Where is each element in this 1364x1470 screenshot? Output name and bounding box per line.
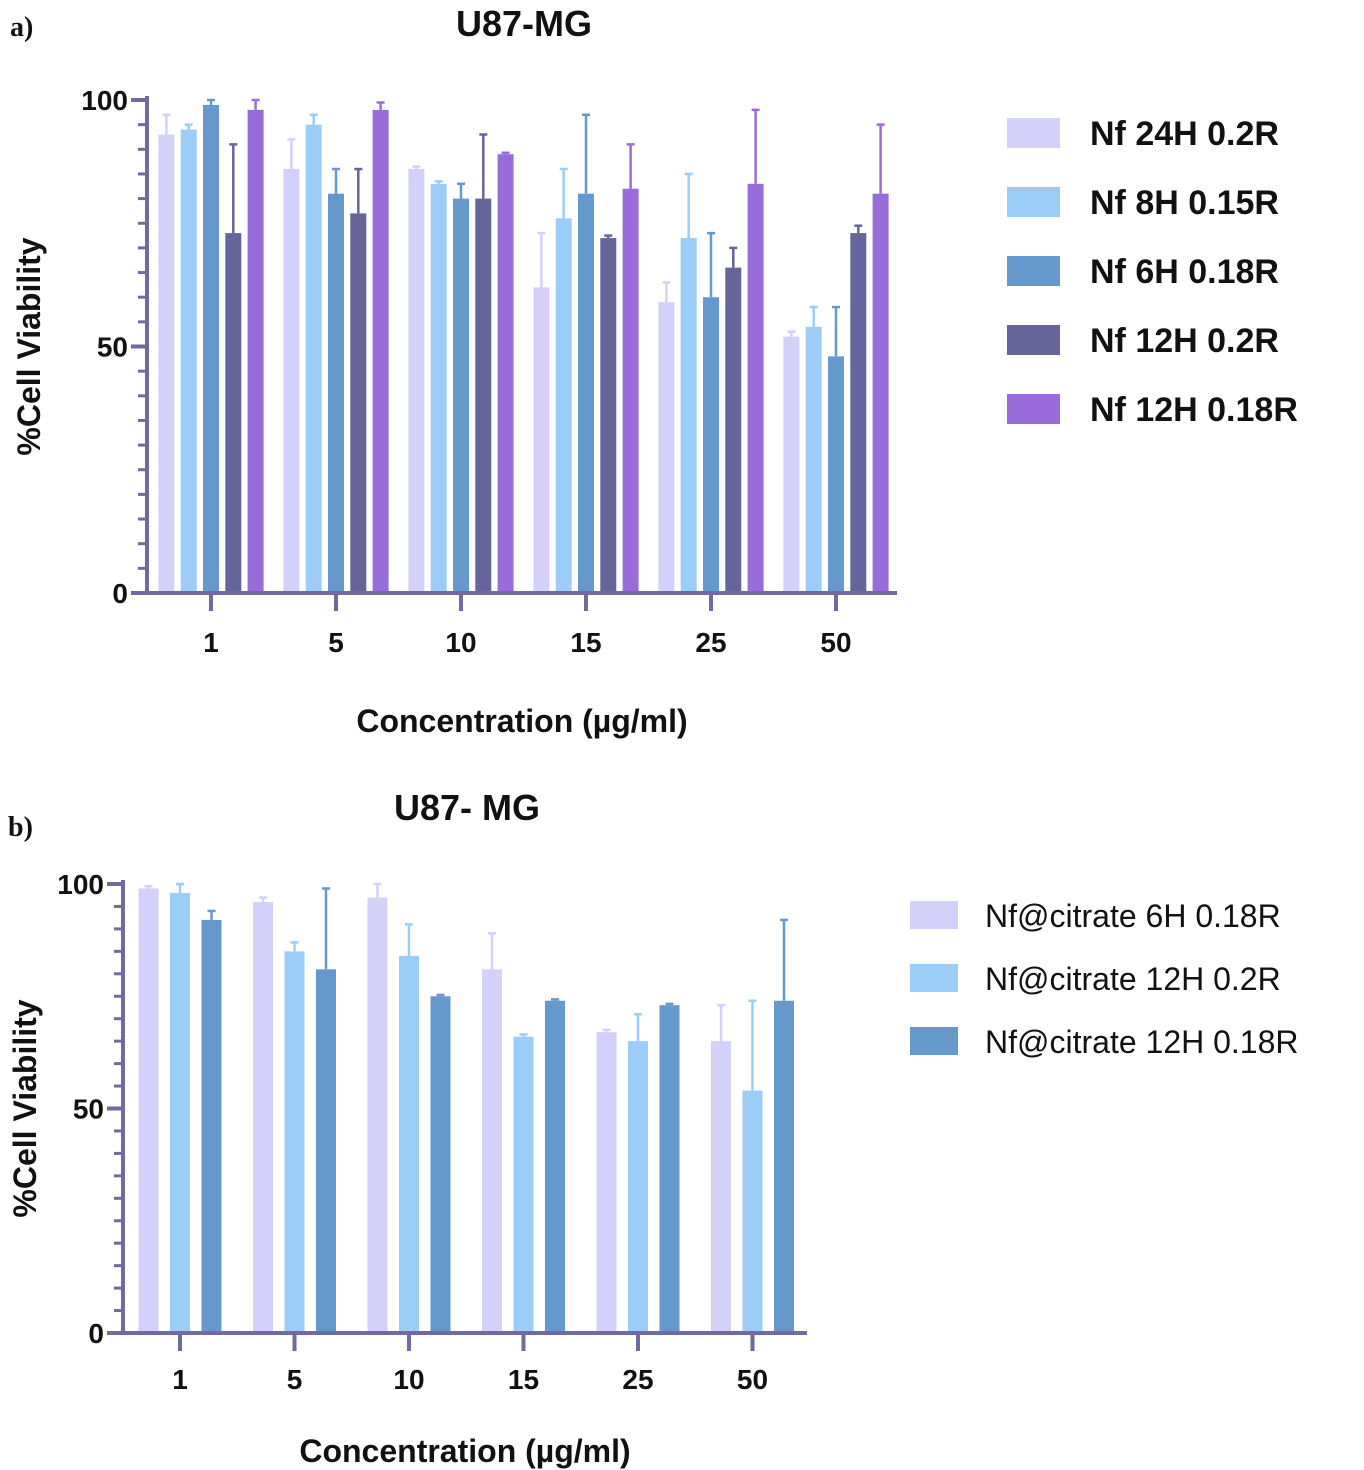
- bar-nf-6h-0-18r-15: [578, 193, 594, 594]
- legend-label: Nf 12H 0.2R: [1090, 322, 1279, 360]
- legend: Nf 24H 0.2R Nf 8H 0.15R Nf 6H 0.18R Nf 12H …: [1007, 115, 1298, 429]
- legend-label: Nf 12H 0.18R: [1090, 391, 1298, 429]
- bar-nf-12h-0-2r-10: [475, 198, 492, 593]
- bar-nf-24h-0-2r-15: [533, 287, 550, 593]
- y-tick-label: 0: [112, 578, 128, 609]
- bar-nf-12h-0-2r-5: [350, 213, 367, 593]
- y-tick-label: 100: [57, 869, 104, 900]
- legend-swatch: [1007, 394, 1060, 424]
- panel-label: a): [10, 12, 33, 43]
- bar-nf-citrate-12h-0-2r-10: [399, 955, 419, 1333]
- legend-swatch: [1007, 325, 1060, 355]
- legend-label: Nf@citrate 12H 0.2R: [985, 961, 1281, 997]
- bar-nf-citrate-12h-0-2r-1: [170, 892, 190, 1333]
- y-tick-label: 50: [97, 332, 128, 363]
- bar-nf-12h-0-2r-50: [850, 233, 867, 594]
- bar-nf-12h-0-2r-1: [225, 233, 242, 594]
- bar-nf-citrate-12h-0-18r-25: [659, 1005, 680, 1333]
- legend-label: Nf 24H 0.2R: [1090, 115, 1279, 153]
- bar-nf-citrate-12h-0-2r-5: [284, 951, 305, 1333]
- x-axis-title: Concentration (µg/ml): [299, 1433, 630, 1469]
- x-tick-label: 25: [622, 1364, 653, 1395]
- bar-nf-citrate-12h-0-2r-15: [513, 1036, 534, 1333]
- bar-nf-12h-0-2r-15: [600, 238, 617, 594]
- bar-nf-6h-0-18r-1: [203, 104, 219, 594]
- bar-nf-12h-0-2r-25: [725, 267, 742, 593]
- bar-nf-8h-0-15r-5: [305, 124, 322, 594]
- bar-nf-citrate-12h-0-18r-10: [430, 996, 451, 1333]
- bar-nf-6h-0-18r-25: [703, 297, 719, 593]
- y-axis-title: %Cell Viability: [11, 237, 47, 455]
- bar-nf-citrate-12h-0-2r-25: [628, 1041, 648, 1333]
- bar-nf-citrate-12h-0-2r-50: [742, 1090, 763, 1333]
- x-tick-label: 5: [328, 627, 344, 658]
- bar-nf-6h-0-18r-5: [328, 193, 344, 594]
- panel-label: b): [8, 812, 33, 843]
- bar-nf-6h-0-18r-10: [453, 198, 469, 593]
- legend-swatch: [1007, 118, 1060, 148]
- bar-nf-24h-0-2r-5: [283, 169, 300, 593]
- bar-nf-8h-0-15r-15: [555, 218, 572, 593]
- x-tick-label: 15: [570, 627, 601, 658]
- x-tick-label: 15: [508, 1364, 539, 1395]
- legend: Nf@citrate 6H 0.18R Nf@citrate 12H 0.2R Nf…: [910, 898, 1299, 1060]
- bar-nf-12h-0-18r-1: [247, 109, 264, 594]
- legend-swatch: [1007, 187, 1060, 217]
- bar-nf-24h-0-2r-1: [158, 134, 175, 593]
- x-tick-label: 1: [203, 627, 219, 658]
- legend-swatch: [910, 964, 958, 992]
- y-tick-label: 0: [88, 1318, 104, 1349]
- bar-nf-8h-0-15r-50: [805, 326, 822, 593]
- bar-nf-citrate-6h-0-18r-10: [367, 897, 388, 1333]
- bar-nf-citrate-12h-0-18r-5: [316, 969, 336, 1333]
- x-axis-title: Concentration (µg/ml): [356, 703, 687, 739]
- y-tick-label: 50: [73, 1094, 104, 1125]
- bar-nf-24h-0-2r-25: [658, 302, 675, 593]
- x-tick-label: 1: [172, 1364, 188, 1395]
- bar-nf-12h-0-18r-5: [372, 109, 389, 594]
- x-tick-label: 10: [445, 627, 476, 658]
- y-tick-label: 100: [81, 85, 128, 116]
- bar-nf-citrate-12h-0-18r-50: [774, 1000, 794, 1333]
- bar-nf-12h-0-18r-50: [872, 193, 889, 594]
- x-tick-label: 5: [287, 1364, 303, 1395]
- legend-swatch: [1007, 256, 1060, 286]
- legend-label: Nf@citrate 6H 0.18R: [985, 898, 1281, 934]
- bar-nf-citrate-12h-0-18r-1: [201, 919, 222, 1333]
- bar-nf-12h-0-18r-10: [497, 154, 514, 594]
- bar-nf-citrate-12h-0-18r-15: [545, 1000, 565, 1333]
- bar-nf-12h-0-18r-15: [622, 188, 639, 594]
- bar-nf-citrate-6h-0-18r-5: [253, 901, 273, 1333]
- legend-label: Nf 8H 0.15R: [1090, 184, 1279, 222]
- x-tick-label: 25: [695, 627, 726, 658]
- y-axis-title: %Cell Viability: [7, 999, 43, 1217]
- legend-swatch: [910, 901, 958, 929]
- bar-nf-12h-0-18r-25: [747, 183, 764, 593]
- x-tick-label: 50: [737, 1364, 768, 1395]
- bar-nf-citrate-6h-0-18r-15: [482, 969, 502, 1333]
- chart-title: U87- MG: [394, 787, 540, 828]
- legend-swatch: [910, 1027, 958, 1055]
- bar-nf-24h-0-2r-10: [408, 169, 425, 593]
- x-tick-label: 10: [393, 1364, 424, 1395]
- bar-nf-citrate-6h-0-18r-25: [596, 1032, 617, 1333]
- x-tick-label: 50: [820, 627, 851, 658]
- bar-nf-8h-0-15r-10: [430, 183, 447, 593]
- legend-label: Nf 6H 0.18R: [1090, 253, 1279, 291]
- bar-nf-8h-0-15r-1: [180, 129, 197, 593]
- bar-nf-citrate-6h-0-18r-1: [138, 888, 159, 1333]
- bar-nf-6h-0-18r-50: [828, 356, 844, 593]
- bar-nf-24h-0-2r-50: [783, 336, 800, 593]
- legend-label: Nf@citrate 12H 0.18R: [985, 1024, 1299, 1060]
- chart-title: U87-MG: [456, 3, 592, 44]
- bar-nf-citrate-6h-0-18r-50: [711, 1041, 731, 1333]
- bar-nf-8h-0-15r-25: [680, 238, 697, 594]
